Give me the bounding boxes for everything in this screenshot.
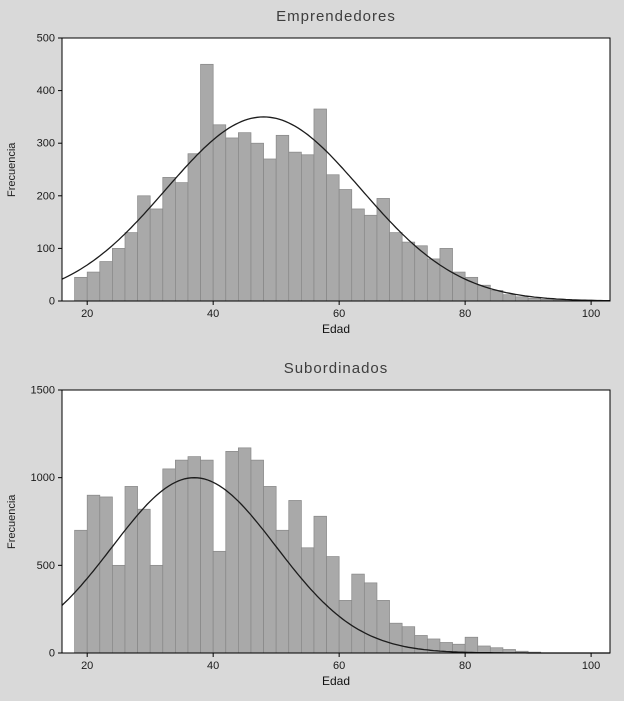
histogram-bar bbox=[175, 459, 189, 654]
histogram-bar bbox=[439, 248, 453, 302]
histogram-bar bbox=[275, 134, 290, 302]
y-axis-tick-label: 500 bbox=[37, 560, 55, 572]
histogram-bar bbox=[301, 154, 315, 302]
histogram-bar bbox=[263, 486, 277, 654]
histogram-bar bbox=[515, 296, 529, 302]
normal-curve bbox=[61, 116, 611, 302]
histogram-bar bbox=[351, 208, 365, 302]
plot-frame bbox=[61, 389, 611, 654]
plot-area-subordinados: 0 500 1000 1500 20 40 60 80 100 bbox=[31, 385, 611, 672]
histogram-bar bbox=[212, 550, 227, 654]
histogram-bar bbox=[112, 248, 126, 302]
y-axis-tick-label: 200 bbox=[37, 190, 55, 202]
chart-emprendedores: 0 100 200 300 400 500 20 40 60 80 100 Emprendedore… bbox=[0, 6, 624, 346]
x-axis-tick-label: 60 bbox=[333, 308, 345, 320]
x-axis-tick-label: 80 bbox=[459, 308, 471, 320]
y-axis-tick-label: 0 bbox=[49, 648, 55, 660]
y-axis-tick-label: 300 bbox=[37, 138, 55, 150]
plot-area-emprendedores: 0 100 200 300 400 500 20 40 60 80 100 bbox=[37, 33, 611, 320]
x-axis-tick-label: 40 bbox=[207, 308, 219, 320]
histogram-bar bbox=[175, 182, 189, 302]
histogram-bar bbox=[225, 137, 239, 302]
histogram-bar bbox=[502, 294, 516, 302]
y-axis-tick-label: 1000 bbox=[31, 472, 55, 484]
chart-title: Subordinados bbox=[283, 360, 389, 377]
histogram-bar bbox=[263, 158, 277, 302]
histogram-bar bbox=[74, 276, 88, 302]
x-axis-tick-label: 80 bbox=[459, 660, 471, 672]
histogram-bar bbox=[351, 573, 365, 654]
histogram-bar bbox=[149, 564, 164, 654]
histogram-bar bbox=[200, 459, 214, 654]
histogram-bar bbox=[363, 214, 378, 302]
histogram-bar bbox=[401, 241, 416, 302]
y-axis-tick-label: 500 bbox=[37, 33, 55, 45]
histogram-bar bbox=[137, 508, 151, 654]
histogram-bar bbox=[187, 456, 201, 654]
y-axis-title: Frecuencia bbox=[6, 142, 18, 197]
histogram-bar bbox=[124, 486, 138, 654]
chart-title: Emprendedores bbox=[276, 8, 396, 25]
x-axis-tick-label: 60 bbox=[333, 660, 345, 672]
histogram-bar bbox=[313, 515, 327, 654]
figure-canvas: 0 100 200 300 400 500 20 40 60 80 100 Emprendedore… bbox=[0, 6, 624, 698]
histogram-bar bbox=[86, 271, 101, 302]
x-axis-title: Edad bbox=[321, 674, 351, 688]
histogram-bar bbox=[389, 622, 403, 654]
histogram-bar bbox=[338, 600, 353, 654]
x-axis-tick-label: 20 bbox=[81, 660, 93, 672]
histogram-bar bbox=[464, 636, 479, 654]
histogram-bar bbox=[137, 195, 151, 302]
histogram-bar bbox=[124, 232, 138, 302]
histogram-bar bbox=[86, 494, 101, 654]
y-axis-tick-label: 100 bbox=[37, 243, 55, 255]
y-axis-tick-label: 0 bbox=[49, 296, 55, 308]
histogram-bar bbox=[99, 496, 113, 654]
x-axis-tick-label: 100 bbox=[582, 660, 600, 672]
histogram-bar bbox=[187, 153, 201, 302]
histogram-bar bbox=[74, 529, 88, 654]
chart-subordinados: 0 500 1000 1500 20 40 60 80 100 Subordinados Fre… bbox=[0, 358, 624, 698]
histogram-bar bbox=[288, 151, 302, 302]
histogram-bar bbox=[426, 258, 441, 302]
histogram-bar bbox=[238, 447, 252, 654]
histogram-bar bbox=[389, 232, 403, 302]
histogram-bar bbox=[212, 124, 227, 302]
histogram-bar bbox=[326, 174, 340, 302]
y-axis-tick-label: 1500 bbox=[31, 385, 55, 397]
x-axis-tick-label: 20 bbox=[81, 308, 93, 320]
histogram-bar bbox=[149, 208, 164, 302]
plot-frame bbox=[61, 37, 611, 302]
histogram-bar bbox=[376, 600, 390, 654]
histogram-bar bbox=[112, 564, 126, 654]
histogram-bar bbox=[162, 468, 176, 654]
histogram-bar bbox=[313, 108, 327, 302]
histogram-bar bbox=[238, 132, 252, 302]
histogram-bar bbox=[326, 556, 340, 654]
x-axis-title: Edad bbox=[321, 322, 351, 336]
histogram-bar bbox=[338, 189, 353, 302]
histogram-bar bbox=[401, 626, 416, 654]
histogram-bar bbox=[363, 582, 378, 654]
x-axis-tick-label: 100 bbox=[582, 308, 600, 320]
histogram-bar bbox=[464, 276, 479, 302]
histogram-bar bbox=[225, 451, 239, 654]
x-axis-tick-label: 40 bbox=[207, 660, 219, 672]
histogram-bar bbox=[99, 261, 113, 302]
histogram-bar bbox=[200, 63, 214, 302]
histogram-bar bbox=[477, 645, 491, 654]
histogram-bar bbox=[250, 142, 264, 302]
y-axis-tick-label: 400 bbox=[37, 85, 55, 97]
histogram-bar bbox=[301, 547, 315, 654]
histogram-bar bbox=[250, 459, 264, 654]
histogram-bar bbox=[162, 177, 176, 302]
y-axis-title: Frecuencia bbox=[6, 494, 18, 549]
